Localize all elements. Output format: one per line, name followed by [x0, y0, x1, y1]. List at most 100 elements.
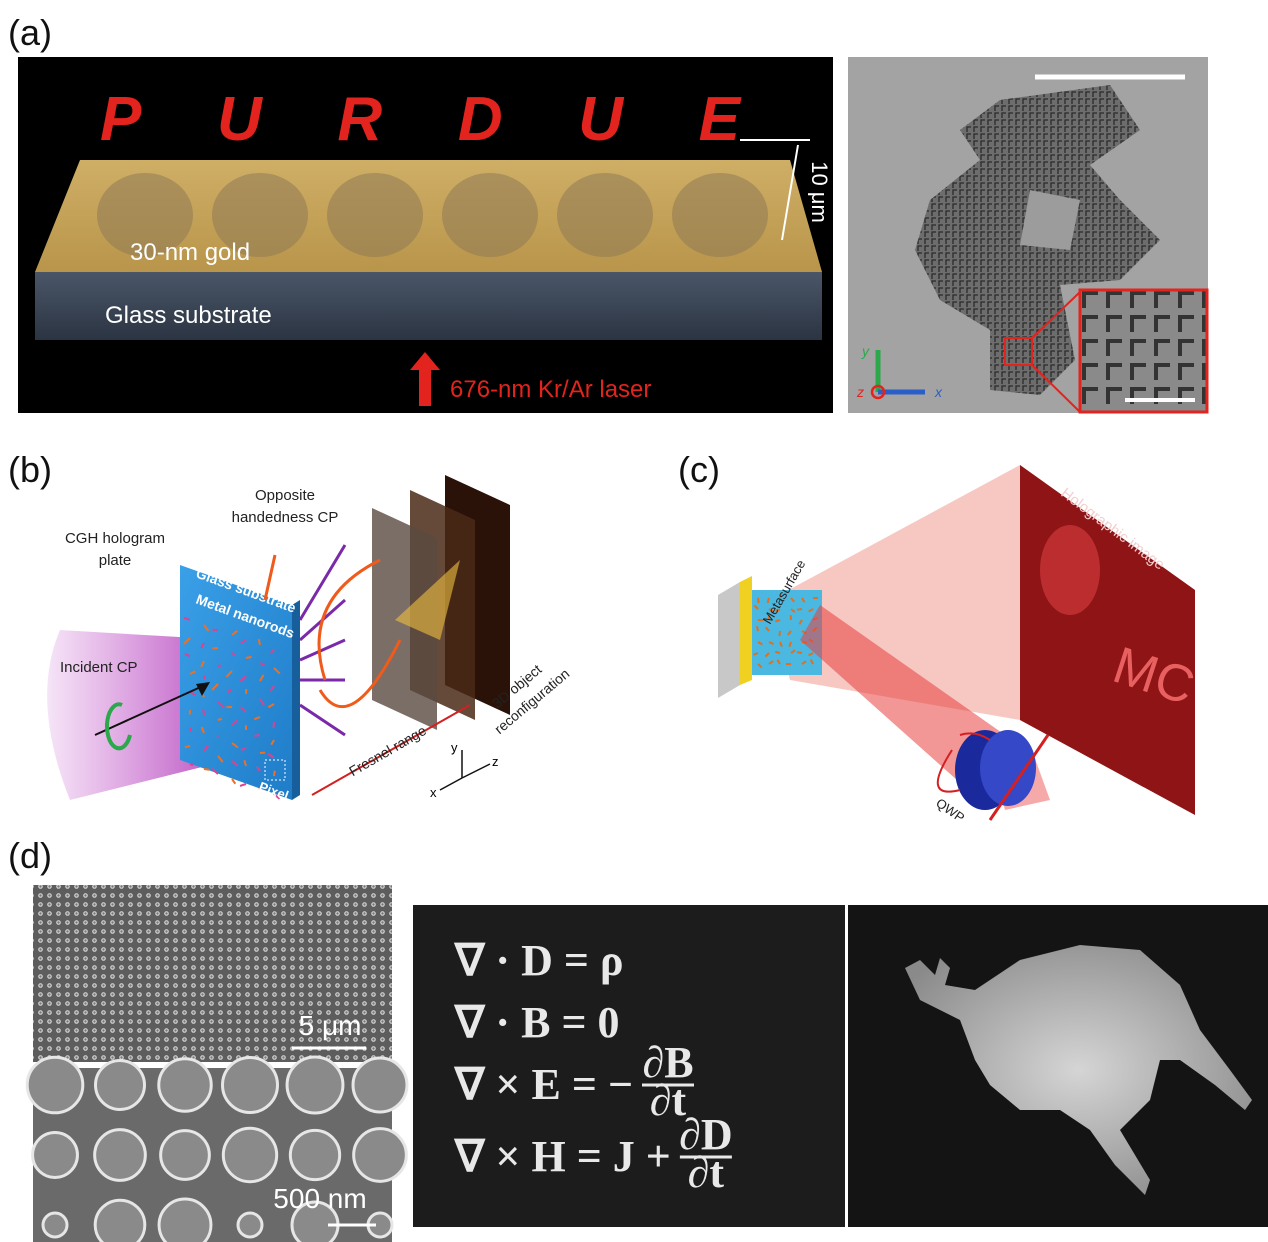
- nanorod: [765, 626, 770, 632]
- nanorod: [757, 597, 760, 604]
- nanorod: [752, 652, 759, 656]
- nanorod: [790, 597, 796, 603]
- axes-glyph: [439, 750, 491, 791]
- nanorod: [768, 641, 774, 645]
- nanorod: [267, 703, 275, 709]
- nanorod: [273, 667, 281, 675]
- axis-label: x: [430, 785, 437, 800]
- nanorod: [273, 770, 276, 777]
- nanorod: [200, 660, 205, 668]
- nanorod: [259, 662, 265, 666]
- equation-numerator: ∂B: [642, 1038, 693, 1087]
- nanorod: [184, 653, 191, 657]
- kangaroo-image: [905, 945, 1252, 1195]
- equation-denominator: ∂t: [688, 1148, 725, 1197]
- nanodisk: [351, 1056, 409, 1114]
- zoom-line: [1031, 364, 1081, 413]
- panel-label: (b): [8, 449, 52, 490]
- nanodisk: [94, 1059, 146, 1111]
- nanostructure-patch: [97, 173, 193, 257]
- nanorod: [790, 608, 796, 613]
- nanodisk: [352, 1127, 408, 1183]
- annotation: plate: [99, 552, 132, 569]
- polarization-arrow: [988, 734, 1050, 821]
- nanorod: [217, 701, 225, 709]
- nanorod: [272, 721, 275, 729]
- fresnel-arrow: [311, 704, 471, 796]
- nanorod: [774, 619, 781, 623]
- nanorod: [779, 641, 783, 647]
- annotation: Incident CP: [60, 659, 138, 676]
- nanorod: [239, 706, 247, 713]
- nanodisk: [157, 1057, 213, 1113]
- nanorod: [203, 768, 210, 771]
- nanorod: [801, 660, 807, 665]
- arrowhead: [196, 682, 210, 696]
- axis-label: z: [492, 754, 499, 769]
- nanorod: [239, 783, 247, 787]
- decoration: [439, 777, 463, 791]
- handedness-arrow: [317, 558, 402, 709]
- annotation: CGH hologram: [65, 530, 165, 547]
- nanorod: [755, 625, 759, 632]
- nanodisk: [285, 1055, 345, 1115]
- layer-label: 30-nm gold: [130, 239, 250, 266]
- zoom-line: [1031, 291, 1081, 339]
- nanorod: [231, 719, 239, 726]
- nanorod: [253, 716, 261, 721]
- gold-block: [740, 576, 752, 685]
- laser-label: 676-nm Kr/Ar laser: [450, 376, 651, 403]
- axis-label: y: [861, 343, 870, 359]
- nanorod: [200, 726, 205, 734]
- nanorod: [753, 604, 759, 610]
- axis-dot: [870, 384, 886, 400]
- nanorod: [231, 652, 236, 656]
- nanorod: [231, 630, 238, 636]
- incident-arrow: [94, 684, 206, 736]
- plate-edge: [292, 600, 300, 800]
- nanostructure-patch: [672, 173, 768, 257]
- nanorod: [254, 734, 261, 737]
- nanorod: [787, 630, 792, 636]
- decoration: [299, 703, 346, 737]
- nanorod: [217, 664, 222, 667]
- nanorod: [216, 736, 219, 739]
- nanodisk: [41, 1211, 69, 1239]
- nanorod: [270, 739, 275, 746]
- axis-label: y: [451, 740, 458, 755]
- nanorod: [211, 768, 219, 775]
- laser-arrow: [410, 352, 440, 406]
- decoration: [461, 763, 491, 779]
- nanorod: [240, 639, 247, 645]
- nanorod: [203, 624, 210, 632]
- axis-label: z: [856, 384, 864, 400]
- nanorod: [764, 652, 770, 658]
- annotation: Opposite: [255, 487, 315, 504]
- nanorod: [788, 641, 792, 648]
- nanorod: [809, 659, 814, 665]
- nanorod: [225, 670, 233, 678]
- scale-arrow: [781, 144, 799, 241]
- decoration: [299, 638, 346, 662]
- nanodisk: [93, 1198, 147, 1242]
- nanorod: [257, 638, 261, 646]
- nanorod: [203, 744, 210, 752]
- equation: ∇ · D = ρ: [453, 936, 624, 985]
- equation-hologram: [413, 905, 845, 1227]
- nanorod: [217, 755, 224, 763]
- nanorod: [202, 708, 205, 716]
- nanorod: [757, 663, 763, 669]
- nanorod: [267, 752, 275, 759]
- nanodisk: [93, 1128, 147, 1182]
- nanorod: [269, 685, 275, 692]
- nanorod: [778, 630, 781, 637]
- annotation: handedness CP: [232, 509, 339, 526]
- nanorod: [798, 619, 803, 625]
- nanorod: [231, 778, 237, 785]
- equation: ∇ × H = J +: [453, 1132, 671, 1181]
- pixel-box: [264, 759, 286, 781]
- nanorod: [183, 637, 191, 645]
- nanorod: [270, 649, 275, 654]
